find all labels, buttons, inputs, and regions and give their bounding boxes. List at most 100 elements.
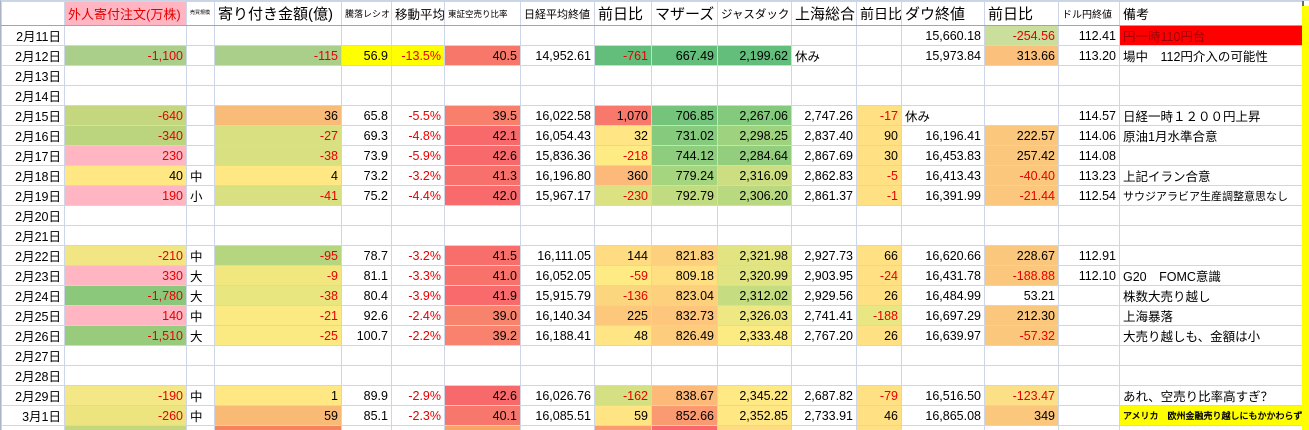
- cell-shanghai[interactable]: 2,733.91: [791, 405, 857, 426]
- cell-ma[interactable]: [391, 345, 445, 366]
- cell-mothers[interactable]: [651, 365, 718, 386]
- cell-opening[interactable]: 4: [214, 165, 342, 186]
- cell-dow_chg[interactable]: 222.57: [984, 125, 1059, 146]
- cell-size[interactable]: [186, 105, 215, 126]
- cell-ma[interactable]: -3.2%: [391, 165, 445, 186]
- cell-ma[interactable]: -2.3%: [391, 405, 445, 426]
- cell-size[interactable]: [186, 345, 215, 366]
- cell-date[interactable]: 2月24日: [1, 285, 65, 306]
- cell-remarks[interactable]: 場中 112円介入の可能性: [1119, 45, 1304, 66]
- cell-dow_chg[interactable]: [984, 425, 1059, 430]
- cell-date[interactable]: 2月11日: [1, 25, 65, 46]
- cell-usdjpy[interactable]: 114.08: [1058, 145, 1120, 166]
- cell-dow_chg[interactable]: [984, 105, 1059, 126]
- cell-shanghai[interactable]: [791, 345, 857, 366]
- cell-shanghai[interactable]: 2,862.83: [791, 165, 857, 186]
- cell-usdjpy[interactable]: [1058, 345, 1120, 366]
- cell-dow_chg[interactable]: [984, 225, 1059, 246]
- cell-short[interactable]: [444, 365, 521, 386]
- cell-foreign[interactable]: -340: [64, 125, 187, 146]
- cell-short[interactable]: 40.1: [444, 405, 521, 426]
- cell-jasdaq[interactable]: 2,306.20: [717, 185, 792, 206]
- cell-ma[interactable]: -3.2%: [391, 245, 445, 266]
- cell-shanghai_chg[interactable]: -188: [856, 305, 902, 326]
- cell-size[interactable]: 大: [186, 285, 215, 306]
- col-header-nikkei-change[interactable]: 前日比: [594, 1, 652, 26]
- cell-shanghai_chg[interactable]: [856, 25, 902, 46]
- cell-dow_chg[interactable]: -40.40: [984, 165, 1059, 186]
- cell-foreign[interactable]: [64, 25, 187, 46]
- cell-ratio[interactable]: 81.1: [341, 265, 392, 286]
- cell-dow_chg[interactable]: 257.42: [984, 145, 1059, 166]
- cell-usdjpy[interactable]: 113.23: [1058, 165, 1120, 186]
- cell-mothers[interactable]: [651, 65, 718, 86]
- cell-date[interactable]: 2月12日: [1, 45, 65, 66]
- cell-foreign[interactable]: [64, 65, 187, 86]
- cell-ma[interactable]: -4.8%: [391, 125, 445, 146]
- cell-ratio[interactable]: 73.9: [341, 145, 392, 166]
- cell-ratio[interactable]: 78.7: [341, 245, 392, 266]
- cell-size[interactable]: [186, 145, 215, 166]
- cell-dow[interactable]: 16,697.29: [901, 305, 985, 326]
- cell-dow[interactable]: 16,516.50: [901, 385, 985, 406]
- cell-size[interactable]: 小: [186, 185, 215, 206]
- cell-ratio[interactable]: 89.9: [341, 385, 392, 406]
- cell-shanghai_chg[interactable]: -5: [856, 165, 902, 186]
- cell-dow[interactable]: 16,639.97: [901, 325, 985, 346]
- cell-dow_chg[interactable]: 228.67: [984, 245, 1059, 266]
- cell-jasdaq[interactable]: 2,199.62: [717, 45, 792, 66]
- cell-foreign[interactable]: -260: [64, 405, 187, 426]
- cell-shanghai[interactable]: 2,687.82: [791, 385, 857, 406]
- cell-mothers[interactable]: 852.66: [651, 405, 718, 426]
- cell-jasdaq[interactable]: 2,284.64: [717, 145, 792, 166]
- cell-usdjpy[interactable]: 113.20: [1058, 45, 1120, 66]
- cell-usdjpy[interactable]: [1058, 85, 1120, 106]
- cell-foreign[interactable]: [64, 365, 187, 386]
- cell-nikkei_chg[interactable]: 59: [594, 405, 652, 426]
- cell-remarks[interactable]: 株数大売り越し: [1119, 285, 1304, 306]
- cell-date[interactable]: 2月25日: [1, 305, 65, 326]
- cell-dow[interactable]: 16,620.66: [901, 245, 985, 266]
- cell-short[interactable]: 42.1: [444, 125, 521, 146]
- cell-mothers[interactable]: 744.12: [651, 145, 718, 166]
- cell-mothers[interactable]: 821.83: [651, 245, 718, 266]
- cell-ratio[interactable]: [341, 345, 392, 366]
- cell-mothers[interactable]: [651, 345, 718, 366]
- cell-ma[interactable]: -3.9%: [391, 285, 445, 306]
- cell-nikkei[interactable]: 16,052.05: [520, 265, 595, 286]
- cell-nikkei[interactable]: 16,746.55: [520, 425, 595, 430]
- cell-nikkei[interactable]: 15,836.36: [520, 145, 595, 166]
- cell-nikkei_chg[interactable]: -230: [594, 185, 652, 206]
- cell-short[interactable]: 41.9: [444, 285, 521, 306]
- cell-date[interactable]: 2月26日: [1, 325, 65, 346]
- cell-jasdaq[interactable]: [717, 225, 792, 246]
- cell-shanghai[interactable]: 2,929.56: [791, 285, 857, 306]
- cell-short[interactable]: 39.2: [444, 325, 521, 346]
- cell-mothers[interactable]: 838.67: [651, 385, 718, 406]
- cell-size[interactable]: 中: [186, 245, 215, 266]
- cell-mothers[interactable]: 826.49: [651, 325, 718, 346]
- cell-shanghai[interactable]: [791, 225, 857, 246]
- cell-usdjpy[interactable]: [1058, 385, 1120, 406]
- cell-usdjpy[interactable]: [1058, 225, 1120, 246]
- cell-shanghai_chg[interactable]: [856, 45, 902, 66]
- cell-foreign[interactable]: 40: [64, 165, 187, 186]
- cell-nikkei[interactable]: [520, 225, 595, 246]
- cell-nikkei[interactable]: 16,188.41: [520, 325, 595, 346]
- col-header-date[interactable]: [1, 1, 65, 26]
- cell-shanghai[interactable]: [791, 365, 857, 386]
- cell-dow_chg[interactable]: -188.88: [984, 265, 1059, 286]
- cell-usdjpy[interactable]: 112.10: [1058, 265, 1120, 286]
- cell-dow_chg[interactable]: [984, 345, 1059, 366]
- cell-ma[interactable]: 1.7%: [391, 425, 445, 430]
- cell-remarks[interactable]: 原油1月水準合意: [1119, 125, 1304, 146]
- cell-jasdaq[interactable]: 2,298.25: [717, 125, 792, 146]
- cell-date[interactable]: 2月21日: [1, 225, 65, 246]
- col-header-moving-average[interactable]: 移動平均: [391, 1, 445, 26]
- col-header-shanghai[interactable]: 上海総合: [791, 1, 857, 26]
- cell-date[interactable]: 2月17日: [1, 145, 65, 166]
- cell-shanghai[interactable]: 2,867.69: [791, 145, 857, 166]
- cell-jasdaq[interactable]: 2,352.85: [717, 405, 792, 426]
- cell-short[interactable]: 41.0: [444, 265, 521, 286]
- cell-shanghai[interactable]: 2,903.95: [791, 265, 857, 286]
